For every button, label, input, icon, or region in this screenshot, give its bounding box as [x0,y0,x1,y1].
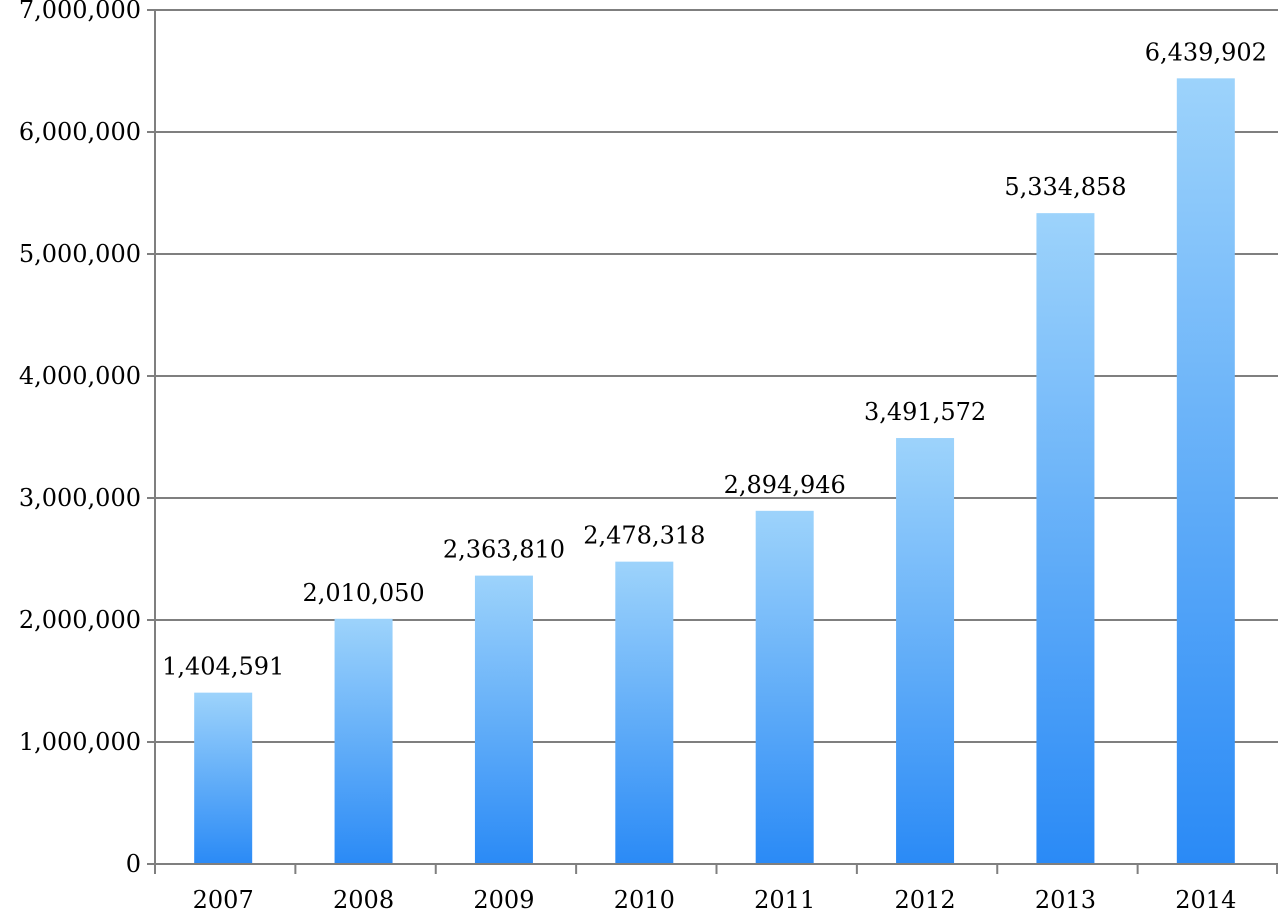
bar-2012 [896,438,955,864]
bar-2010 [615,561,674,864]
data-label-2010: 2,478,318 [583,522,705,550]
x-tick-label-2013: 2013 [1035,886,1096,914]
x-tick-label-2011: 2011 [754,886,815,914]
x-tick-label-2007: 2007 [193,886,254,914]
x-tick-label-2012: 2012 [895,886,956,914]
bar-2011 [755,510,814,864]
bar-2008 [334,618,393,864]
bar-2007 [194,692,253,864]
x-tick-label-2014: 2014 [1175,886,1236,914]
data-label-2011: 2,894,946 [724,471,846,499]
y-tick-label: 4,000,000 [19,362,141,390]
bar-2013 [1036,213,1095,864]
y-tick-label: 2,000,000 [19,606,141,634]
bar-2014 [1176,78,1235,864]
gridlines [155,9,1278,743]
y-tick-label: 5,000,000 [19,240,141,268]
data-label-2007: 1,404,591 [162,653,284,681]
data-label-2014: 6,439,902 [1145,38,1267,66]
labels: 0 1,000,000 2,000,000 3,000,000 4,000,000 5,0… [19,0,1267,914]
data-label-2008: 2,010,050 [302,579,424,607]
y-tick-label: 1,000,000 [19,728,141,756]
y-tick-label: 3,000,000 [19,484,141,512]
x-tick-label-2008: 2008 [333,886,394,914]
x-tick-label-2009: 2009 [473,886,534,914]
y-tick-label: 6,000,000 [19,118,141,146]
data-label-2012: 3,491,572 [864,398,986,426]
y-tick-label: 0 [126,850,141,878]
data-label-2013: 5,334,858 [1004,173,1126,201]
bars [194,78,1235,864]
x-tick-label-2010: 2010 [614,886,675,914]
bar-2009 [474,575,533,864]
axes [147,9,1278,874]
data-label-2009: 2,363,810 [443,536,565,564]
y-tick-label: 7,000,000 [19,0,141,24]
